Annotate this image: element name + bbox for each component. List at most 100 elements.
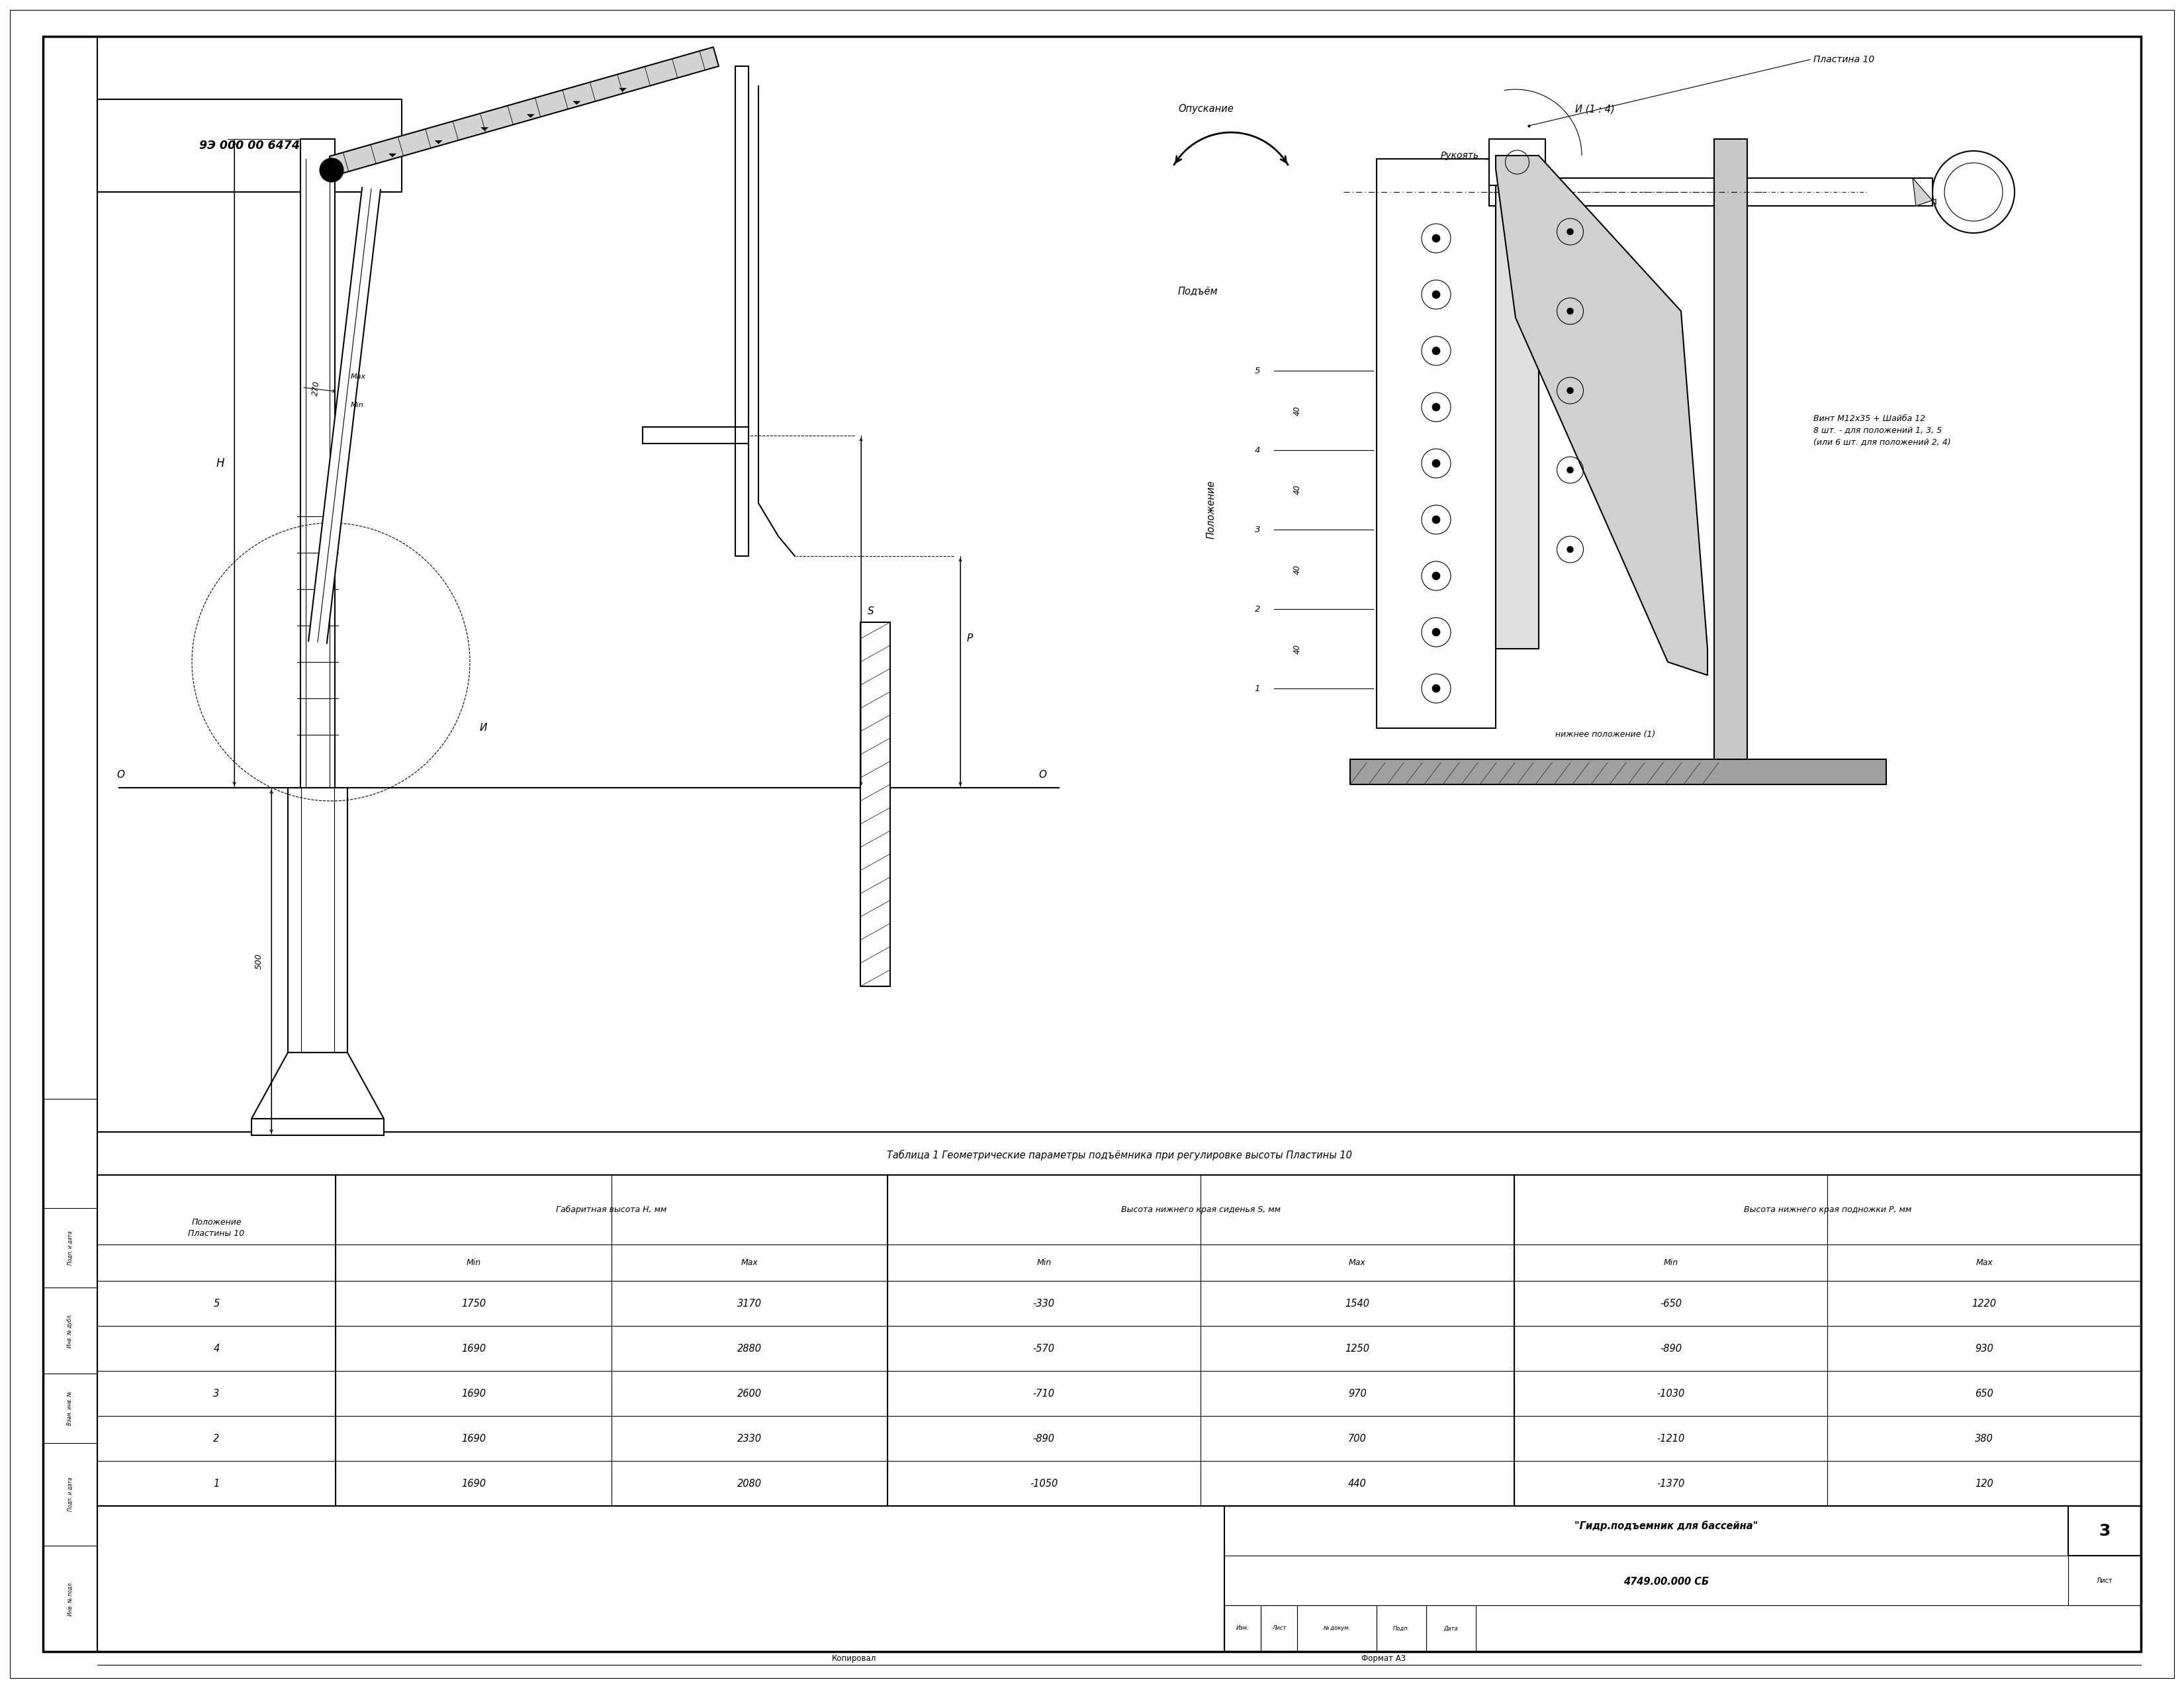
Bar: [1350, 760, 1887, 785]
Text: 5: 5: [214, 1298, 218, 1308]
Bar: [1714, 138, 1747, 761]
Text: Лист: Лист: [2097, 1578, 2112, 1583]
Text: -570: -570: [1033, 1344, 1055, 1354]
Text: 3170: 3170: [736, 1298, 762, 1308]
Text: Взам. инв. №: Взам. инв. №: [68, 1391, 72, 1425]
Bar: [98, 100, 402, 192]
Bar: [1376, 1605, 1426, 1651]
Bar: [1225, 1506, 2140, 1651]
Polygon shape: [330, 47, 719, 176]
Text: Min: Min: [465, 1258, 480, 1268]
Circle shape: [1433, 235, 1439, 243]
Text: 2: 2: [1254, 604, 1260, 613]
Circle shape: [1433, 403, 1439, 412]
Text: -890: -890: [1033, 1433, 1055, 1443]
Bar: [1489, 138, 1546, 186]
Bar: [301, 138, 334, 788]
Circle shape: [1433, 628, 1439, 636]
Text: 270: 270: [310, 380, 321, 397]
Polygon shape: [618, 88, 627, 91]
Text: Подп. и дата: Подп. и дата: [68, 1477, 72, 1511]
Bar: [2068, 1506, 2140, 1556]
Text: 1: 1: [214, 1479, 218, 1489]
Polygon shape: [480, 127, 489, 132]
Text: Положение
Пластины 10: Положение Пластины 10: [188, 1219, 245, 1237]
Text: 930: 930: [1974, 1344, 1994, 1354]
Polygon shape: [1913, 177, 1935, 206]
Text: S: S: [867, 606, 874, 616]
Text: "Гидр.подъемник для бассейна": "Гидр.подъемник для бассейна": [1575, 1521, 1758, 1531]
Bar: [860, 623, 891, 986]
Text: Подъём: Подъём: [1177, 287, 1219, 295]
Text: 500: 500: [256, 954, 264, 969]
Bar: [1225, 1605, 1260, 1651]
Text: Габаритная высота Н, мм: Габаритная высота Н, мм: [557, 1205, 666, 1214]
Circle shape: [319, 159, 343, 182]
Text: 650: 650: [1974, 1389, 1994, 1398]
Text: Min: Min: [1664, 1258, 1677, 1268]
Bar: [1496, 155, 1540, 648]
Circle shape: [1433, 684, 1439, 692]
Text: 1: 1: [1254, 684, 1260, 692]
Text: 4: 4: [214, 1344, 218, 1354]
Text: 40: 40: [1293, 405, 1302, 415]
Text: 4749.00.000 СБ: 4749.00.000 СБ: [1623, 1577, 1708, 1587]
Text: 2600: 2600: [736, 1389, 762, 1398]
Text: 2880: 2880: [736, 1344, 762, 1354]
Circle shape: [1433, 346, 1439, 354]
Bar: [98, 1506, 2140, 1651]
Circle shape: [1433, 290, 1439, 299]
Polygon shape: [308, 187, 380, 643]
Bar: [1260, 1605, 1297, 1651]
Text: Max: Max: [352, 373, 367, 380]
Text: Инв. № дубл.: Инв. № дубл.: [68, 1313, 72, 1347]
Text: Р: Р: [968, 633, 974, 643]
Text: -330: -330: [1033, 1298, 1055, 1308]
Text: 120: 120: [1974, 1479, 1994, 1489]
Text: О: О: [116, 770, 124, 780]
Text: 970: 970: [1348, 1389, 1367, 1398]
Bar: [98, 1175, 2140, 1506]
Text: 1690: 1690: [461, 1344, 485, 1354]
Text: И: И: [480, 722, 487, 733]
Text: 5: 5: [1254, 366, 1260, 375]
Bar: [2068, 1556, 2140, 1605]
Polygon shape: [526, 115, 535, 118]
Bar: [1376, 159, 1496, 728]
Text: 9Э 000 00 6474: 9Э 000 00 6474: [199, 140, 299, 152]
Bar: [251, 1119, 384, 1136]
Text: 380: 380: [1974, 1433, 1994, 1443]
Circle shape: [1433, 515, 1439, 523]
Text: Опускание: Опускание: [1177, 105, 1234, 115]
Text: 440: 440: [1348, 1479, 1367, 1489]
Text: Положение: Положение: [1206, 481, 1216, 538]
Text: 1690: 1690: [461, 1479, 485, 1489]
Bar: [1489, 177, 1933, 206]
Text: Max: Max: [740, 1258, 758, 1268]
Text: Формат А3: Формат А3: [1361, 1654, 1406, 1663]
Text: О: О: [1037, 770, 1046, 780]
Text: 40: 40: [1293, 484, 1302, 495]
Text: Пластина 10: Пластина 10: [1813, 56, 1874, 64]
Text: Инв. № подл.: Инв. № подл.: [68, 1582, 72, 1615]
Text: 1750: 1750: [461, 1298, 485, 1308]
Text: 3: 3: [214, 1389, 218, 1398]
Text: Min: Min: [352, 402, 365, 408]
Text: -1210: -1210: [1658, 1433, 1684, 1443]
Bar: [736, 66, 749, 555]
Text: 1540: 1540: [1345, 1298, 1369, 1308]
Bar: [1297, 1605, 1376, 1651]
Text: Высота нижнего края сиденья S, мм: Высота нижнего края сиденья S, мм: [1120, 1205, 1280, 1214]
Text: -890: -890: [1660, 1344, 1682, 1354]
Text: Н: Н: [216, 457, 225, 469]
Text: -1050: -1050: [1031, 1479, 1057, 1489]
Text: 3: 3: [1254, 525, 1260, 533]
Circle shape: [1433, 459, 1439, 468]
Bar: [44, 37, 98, 1651]
Text: 2080: 2080: [736, 1479, 762, 1489]
Text: Рукоять: Рукоять: [1441, 150, 1479, 160]
Text: Лист: Лист: [1271, 1626, 1286, 1631]
Text: Подп.: Подп.: [1393, 1626, 1409, 1631]
Text: нижнее положение (1): нижнее положение (1): [1555, 731, 1655, 739]
Polygon shape: [1496, 155, 1708, 675]
